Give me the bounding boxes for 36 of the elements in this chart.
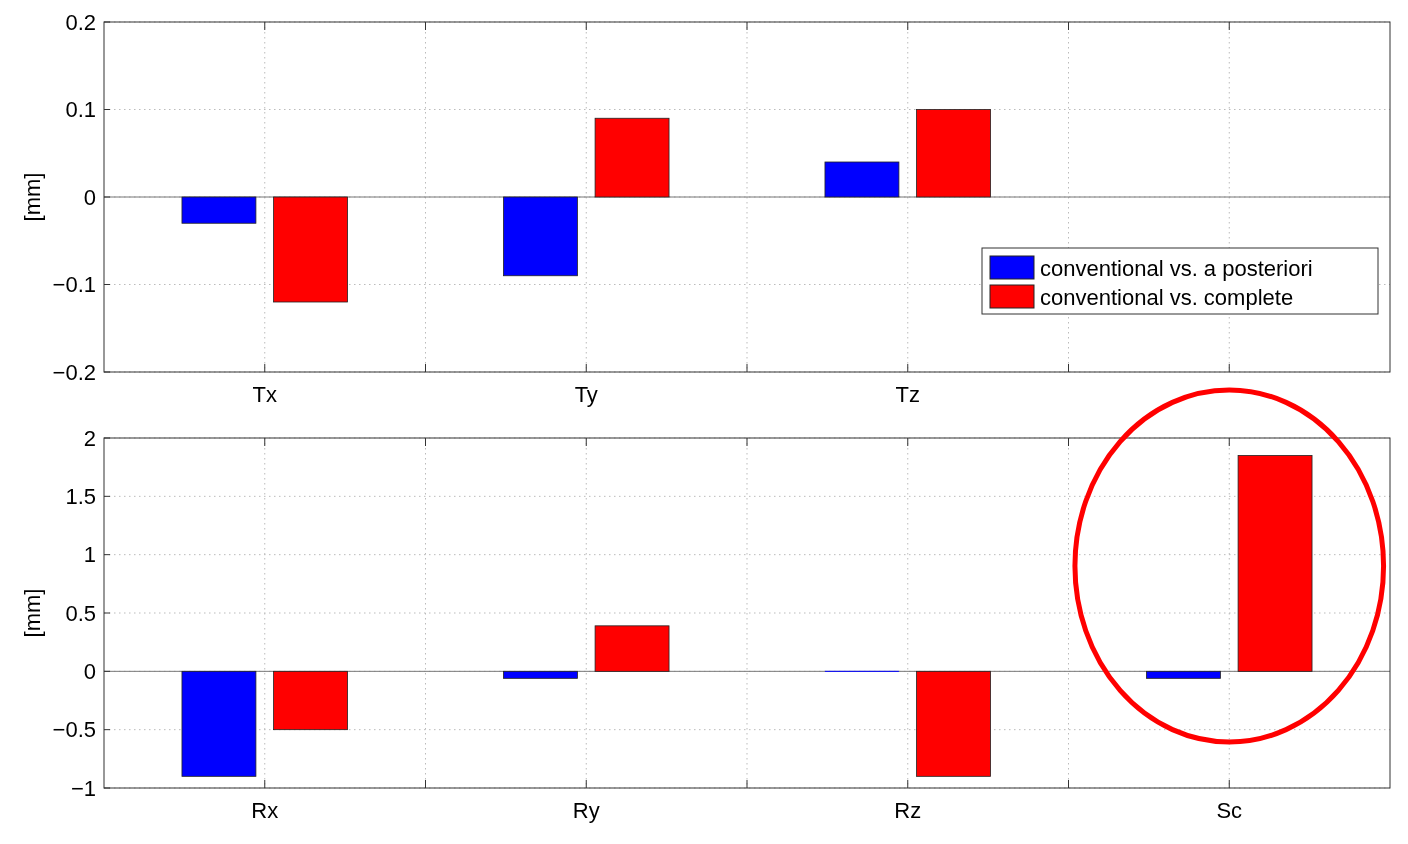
bar xyxy=(916,670,991,777)
y-axis-title: [mm] xyxy=(20,588,45,638)
x-tick-label: Tx xyxy=(252,382,277,407)
bar xyxy=(181,196,257,224)
y-tick-label: 0.5 xyxy=(65,600,96,626)
bar xyxy=(181,670,257,777)
y-tick-label: 0.1 xyxy=(65,97,96,123)
y-tick-label: −0.1 xyxy=(52,272,96,298)
y-tick-label: 2 xyxy=(83,425,96,451)
bar xyxy=(824,161,900,198)
legend-label: conventional vs. complete xyxy=(1040,284,1294,310)
bar xyxy=(916,109,991,198)
y-tick-label: 0.2 xyxy=(65,9,96,35)
y-tick-label: 1.5 xyxy=(65,484,96,510)
x-tick-label: Tz xyxy=(895,382,920,407)
x-tick-label: Sc xyxy=(1216,798,1243,823)
bar xyxy=(594,117,670,198)
bar xyxy=(594,625,670,672)
bar xyxy=(1146,670,1221,679)
x-tick-label: Rx xyxy=(251,798,279,823)
bar xyxy=(273,670,348,731)
y-tick-label: −0.2 xyxy=(52,359,96,385)
x-tick-label: Ty xyxy=(574,382,598,407)
legend-label: conventional vs. a posteriori xyxy=(1040,255,1313,281)
x-tick-label: Ry xyxy=(572,798,600,823)
bar xyxy=(503,196,578,277)
y-tick-label: −0.5 xyxy=(52,717,96,743)
y-axis-title: [mm] xyxy=(20,172,45,222)
x-tick-label: Rz xyxy=(894,798,922,823)
y-tick-label: 0 xyxy=(83,184,96,210)
bar xyxy=(273,196,348,303)
bar xyxy=(1237,455,1313,672)
bar xyxy=(503,670,578,679)
y-tick-label: −1 xyxy=(70,775,96,801)
y-tick-label: 0 xyxy=(83,659,96,685)
y-tick-label: 1 xyxy=(83,542,96,568)
